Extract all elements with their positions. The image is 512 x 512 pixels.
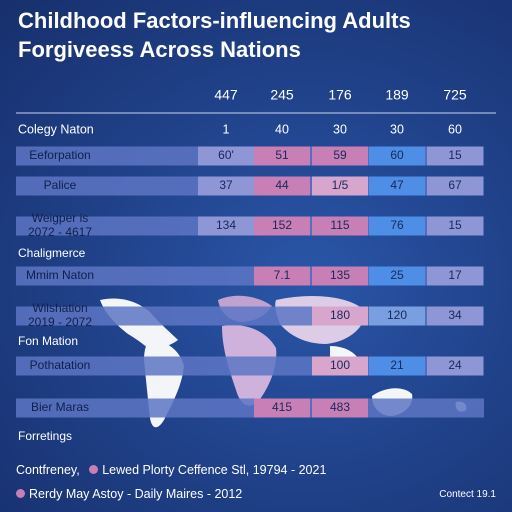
table-cell xyxy=(312,356,368,376)
cell-value: 67 xyxy=(448,178,462,192)
cell-value: 44 xyxy=(275,178,289,192)
cell-value: 34 xyxy=(448,308,462,322)
table-cell xyxy=(427,266,483,286)
legend-item-1: Contfreney, xyxy=(16,463,80,477)
subheader-value: 40 xyxy=(275,122,289,136)
cell-value: 115 xyxy=(330,218,349,232)
legend-dot-icon xyxy=(16,489,25,498)
column-header: 189 xyxy=(385,87,409,103)
table-cell xyxy=(312,146,368,166)
table-cell xyxy=(254,398,310,418)
subheader-value: 30 xyxy=(390,122,404,136)
cell-value: 59 xyxy=(333,148,347,162)
row-label: Weigper is xyxy=(32,211,88,225)
table-cell xyxy=(198,146,254,166)
table-cell xyxy=(198,216,254,236)
row-label: Wilshation xyxy=(32,301,87,315)
table-cell xyxy=(427,176,483,196)
row-label: Mmim Naton xyxy=(26,268,94,282)
row-label: Fon Mation xyxy=(18,334,78,348)
cell-value: 134 xyxy=(216,218,236,232)
column-header: 245 xyxy=(270,87,294,103)
cell-value: 24 xyxy=(448,358,462,372)
subheader-value: 30 xyxy=(333,122,347,136)
table-cell xyxy=(369,356,425,376)
subheader-value: 60 xyxy=(448,122,462,136)
subheader-value: 1 xyxy=(223,122,230,136)
table-cell xyxy=(427,146,483,166)
cell-value: 60' xyxy=(218,148,234,162)
table-cell xyxy=(312,306,368,326)
column-header: 176 xyxy=(328,87,352,103)
table-cell xyxy=(254,146,310,166)
chart-title: Childhood Factors-influencing Adults For… xyxy=(18,8,411,62)
table-cell xyxy=(427,216,483,236)
legend-dot-icon xyxy=(89,465,99,474)
subheader-label: Colegy Naton xyxy=(18,122,94,136)
cell-value: 15 xyxy=(448,148,462,162)
row-label: 2072 - 4617 xyxy=(28,225,92,239)
cell-value: 15 xyxy=(448,218,462,232)
legend-item-2: Lewed Plorty Ceffence Stl, 19794 - 2021 xyxy=(102,463,327,477)
cell-value: 415 xyxy=(272,400,292,414)
cell-value: 17 xyxy=(448,268,462,282)
cell-value: 100 xyxy=(330,358,350,372)
cell-value: 47 xyxy=(390,178,404,192)
table-cell xyxy=(312,266,368,286)
row-label: Forretings xyxy=(18,429,72,443)
cell-value: 76 xyxy=(390,218,404,232)
table-cell xyxy=(369,266,425,286)
source-credit: Contect 19.1 xyxy=(439,489,496,500)
row-label: Chaligmerce xyxy=(18,246,86,260)
table-cell xyxy=(312,176,368,196)
table-cell xyxy=(312,216,368,236)
cell-value: 152 xyxy=(272,218,292,232)
row-label: Bier Maras xyxy=(31,400,89,414)
cell-value: 180 xyxy=(330,308,350,322)
column-header: 725 xyxy=(443,87,467,103)
table-cell xyxy=(254,216,310,236)
cell-value: 7.1 xyxy=(274,268,291,282)
table-cell xyxy=(427,356,483,376)
table-cell xyxy=(254,266,310,286)
table-cell xyxy=(198,176,254,196)
table-cell xyxy=(369,216,425,236)
row-label: 2019 - 2072 xyxy=(28,315,92,329)
cell-value: 1/5 xyxy=(332,178,349,192)
cell-value: 51 xyxy=(275,148,289,162)
cell-value: 120 xyxy=(387,308,407,322)
cell-value: 21 xyxy=(390,358,404,372)
cell-value: 483 xyxy=(330,400,350,414)
table-cell xyxy=(254,176,310,196)
table-cell xyxy=(369,306,425,326)
cell-value: 25 xyxy=(390,268,404,282)
row-label: Palice xyxy=(44,178,77,192)
table-cell xyxy=(312,398,368,418)
legend-item-3: Rerdy May Astoy - Daily Maires - 2012 xyxy=(29,487,243,501)
row-label: Pothatation xyxy=(30,358,91,372)
cell-value: 60 xyxy=(390,148,404,162)
table-cell xyxy=(427,306,483,326)
table-cell xyxy=(369,146,425,166)
legend-line-1: Contfreney, Lewed Plorty Ceffence Stl, 1… xyxy=(16,463,326,477)
row-label: Eeforpation xyxy=(29,148,90,162)
cell-value: 37 xyxy=(219,178,233,192)
cell-value: 135 xyxy=(330,268,350,282)
column-header: 447 xyxy=(214,87,238,103)
legend-line-2: Rerdy May Astoy - Daily Maires - 2012 xyxy=(16,487,242,501)
table-cell xyxy=(369,176,425,196)
